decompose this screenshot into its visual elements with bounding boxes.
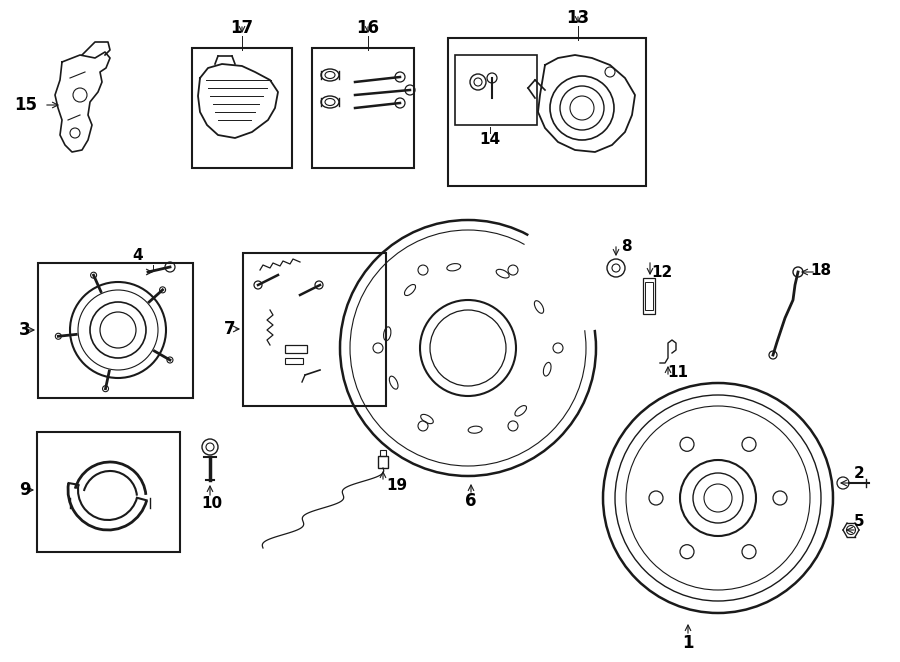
Circle shape bbox=[167, 357, 173, 363]
Bar bbox=[378, 456, 388, 468]
Circle shape bbox=[55, 333, 61, 339]
Text: 10: 10 bbox=[202, 496, 222, 512]
Text: 15: 15 bbox=[14, 96, 38, 114]
Text: 13: 13 bbox=[566, 9, 590, 27]
Text: 7: 7 bbox=[224, 320, 236, 338]
Text: 19: 19 bbox=[386, 479, 408, 493]
Text: 1: 1 bbox=[682, 634, 694, 652]
Bar bbox=[312, 48, 414, 168]
Bar bbox=[192, 48, 292, 168]
Text: 9: 9 bbox=[19, 481, 31, 499]
Bar bbox=[643, 278, 655, 314]
Bar bbox=[380, 450, 386, 456]
Circle shape bbox=[159, 287, 166, 293]
Text: 18: 18 bbox=[810, 263, 832, 277]
Text: 14: 14 bbox=[480, 132, 500, 146]
Circle shape bbox=[91, 272, 96, 278]
Circle shape bbox=[103, 386, 109, 392]
Bar bbox=[645, 282, 653, 310]
Text: 17: 17 bbox=[230, 19, 254, 37]
Text: 11: 11 bbox=[668, 365, 688, 379]
Bar bbox=[243, 253, 386, 406]
Bar bbox=[37, 432, 180, 552]
Bar bbox=[285, 345, 307, 353]
Text: 3: 3 bbox=[19, 321, 31, 339]
Text: 6: 6 bbox=[465, 492, 477, 510]
Text: 5: 5 bbox=[854, 514, 864, 528]
Text: 12: 12 bbox=[652, 265, 672, 279]
Bar bbox=[455, 55, 537, 125]
Text: 8: 8 bbox=[621, 238, 631, 254]
Bar bbox=[285, 358, 303, 364]
Bar bbox=[448, 38, 646, 186]
Text: 2: 2 bbox=[853, 465, 864, 481]
Text: 16: 16 bbox=[356, 19, 380, 37]
Text: 4: 4 bbox=[132, 248, 143, 263]
Bar bbox=[38, 263, 193, 398]
